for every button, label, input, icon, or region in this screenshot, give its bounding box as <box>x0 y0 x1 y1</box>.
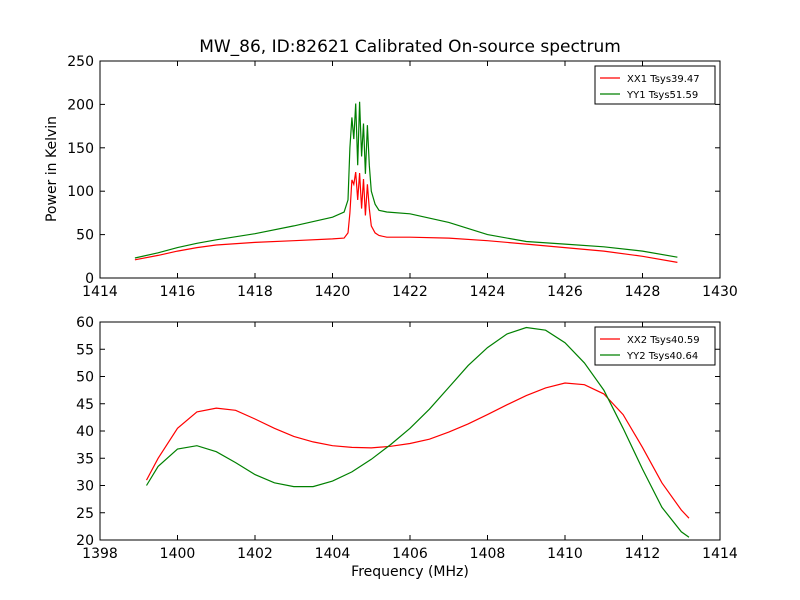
y-tick-label: 45 <box>76 397 94 413</box>
x-tick-label: 1424 <box>470 284 506 300</box>
x-tick-label: 1412 <box>625 546 661 562</box>
y-tick-label: 40 <box>76 424 94 440</box>
legend: XX2 Tsys40.59 YY2 Tsys40.64 <box>594 326 716 366</box>
y-tick-label: 35 <box>76 451 94 467</box>
x-tick-label: 1416 <box>160 284 196 300</box>
y-tick-label: 30 <box>76 479 94 495</box>
x-tick-label: 1406 <box>392 546 428 562</box>
legend-box <box>594 326 716 366</box>
y-tick-label: 50 <box>76 228 94 244</box>
legend-box <box>594 65 716 105</box>
x-tick-label: 1426 <box>547 284 583 300</box>
y-tick-label: 60 <box>76 315 94 331</box>
series-line-xx1 <box>134 172 678 263</box>
chart-title: MW_86, ID:82621 Calibrated On-source spe… <box>199 37 621 57</box>
series-line-xx2 <box>145 382 690 519</box>
y-tick-label: 100 <box>67 184 94 200</box>
x-axis-label-bottom: Frequency (MHz) <box>351 564 469 580</box>
legend-label: YY1 Tsys51.59 <box>626 90 698 101</box>
x-tick-label: 1398 <box>82 546 118 562</box>
x-tick-label: 1418 <box>237 284 273 300</box>
y-tick-label: 50 <box>76 370 94 386</box>
x-tick-label: 1402 <box>237 546 273 562</box>
x-tick-label: 1410 <box>547 546 583 562</box>
y-tick-label: 200 <box>67 97 94 113</box>
legend-label: YY2 Tsys40.64 <box>626 351 698 362</box>
series-line-yy1 <box>134 101 678 259</box>
x-tick-label: 1400 <box>160 546 196 562</box>
x-tick-label: 1408 <box>470 546 506 562</box>
legend-label: XX1 Tsys39.47 <box>627 74 700 85</box>
x-tick-label: 1414 <box>702 546 738 562</box>
x-tick-label: 1420 <box>315 284 351 300</box>
x-tick-label: 1428 <box>625 284 661 300</box>
legend-label: XX2 Tsys40.59 <box>627 335 700 346</box>
top-panel: 1414 1416 1418 1420 1422 1424 1426 1428 1430 0 50 1… <box>67 54 738 300</box>
x-tick-label: 1422 <box>392 284 428 300</box>
y-tick-label: 150 <box>67 141 94 157</box>
x-tick-label: 1404 <box>315 546 351 562</box>
bottom-panel: 1398 1400 1402 1404 1406 1408 1410 1412 1414 20 25… <box>76 315 738 562</box>
y-tick-label: 25 <box>76 506 94 522</box>
legend: XX1 Tsys39.47 YY1 Tsys51.59 <box>594 65 716 105</box>
x-tick-label: 1414 <box>82 284 118 300</box>
y-tick-label: 55 <box>76 342 94 358</box>
y-tick-label: 250 <box>67 54 94 70</box>
y-axis-label-top: Power in Kelvin <box>44 116 60 222</box>
x-tick-label: 1430 <box>702 284 738 300</box>
series-line-yy2 <box>145 326 690 538</box>
y-tick-label: 20 <box>76 533 94 549</box>
y-tick-label: 0 <box>85 271 94 287</box>
